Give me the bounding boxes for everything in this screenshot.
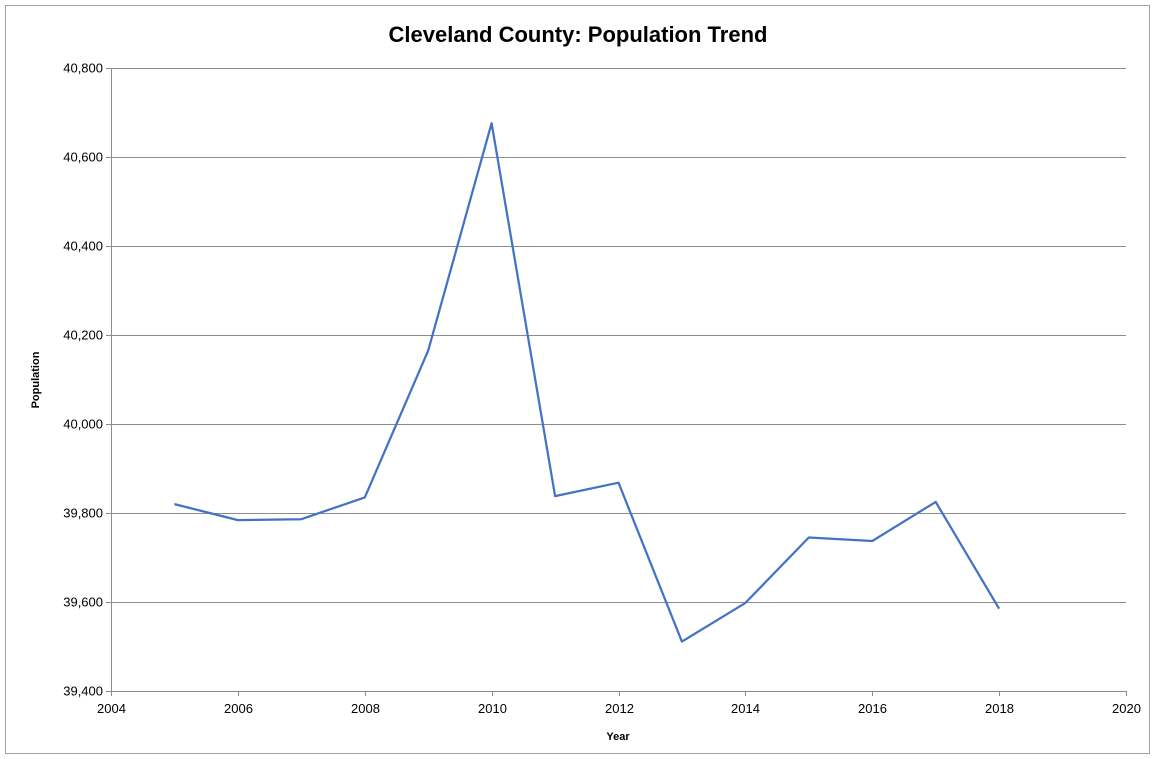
x-tick-label: 2020 [1112, 701, 1141, 716]
x-tick-label: 2016 [858, 701, 887, 716]
x-tick-label: 2018 [985, 701, 1014, 716]
chart-frame [5, 5, 1150, 754]
x-tick-label: 2006 [224, 701, 253, 716]
y-tick-label: 39,400 [63, 684, 103, 699]
y-tick-label: 39,800 [63, 506, 103, 521]
x-tick-label: 2008 [351, 701, 380, 716]
y-tick-label: 40,400 [63, 239, 103, 254]
x-axis-label: Year [606, 731, 630, 743]
y-tick-label: 40,200 [63, 328, 103, 343]
gridlines [111, 68, 1126, 603]
axes [106, 68, 1127, 696]
series-line [174, 122, 1001, 643]
chart-title: Cleveland County: Population Trend [389, 22, 768, 47]
y-tick-label: 39,600 [63, 595, 103, 610]
x-tick-label: 2014 [731, 701, 760, 716]
y-tick-label: 40,000 [63, 417, 103, 432]
x-tick-label: 2012 [605, 701, 634, 716]
series-group [174, 122, 1001, 643]
y-tick-label: 40,600 [63, 150, 103, 165]
y-tick-labels: 39,400 39,600 39,800 40,000 40,200 40,400 40,6… [63, 61, 103, 699]
x-tick-label: 2004 [97, 701, 126, 716]
y-axis-label: Population [30, 351, 42, 408]
x-tick-label: 2010 [478, 701, 507, 716]
x-tick-labels: 2004 2006 2008 2010 2012 2014 2016 2018 2020 [97, 701, 1141, 716]
y-tick-label: 40,800 [63, 61, 103, 76]
